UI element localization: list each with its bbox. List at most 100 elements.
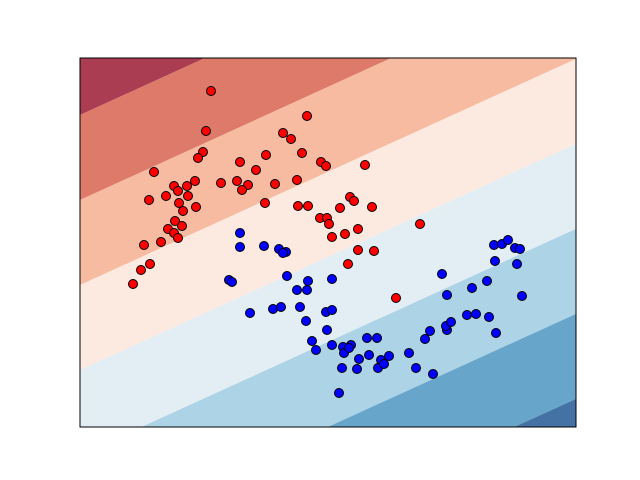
point xyxy=(517,291,527,301)
point xyxy=(292,175,302,185)
point xyxy=(292,285,302,295)
point xyxy=(235,157,245,167)
axes-frame xyxy=(79,57,577,428)
point xyxy=(344,343,354,353)
point xyxy=(270,179,280,189)
point xyxy=(128,279,138,289)
point xyxy=(182,181,192,191)
scatter-points xyxy=(128,86,527,398)
point xyxy=(216,178,226,188)
point xyxy=(278,248,288,258)
point xyxy=(321,161,331,171)
point xyxy=(415,219,425,229)
point xyxy=(302,111,312,121)
point xyxy=(227,277,237,287)
point xyxy=(327,340,337,350)
point xyxy=(293,201,303,211)
point xyxy=(354,354,364,364)
point xyxy=(282,271,292,281)
point xyxy=(340,229,350,239)
point xyxy=(337,363,347,373)
point xyxy=(411,363,421,373)
point xyxy=(235,228,245,238)
point xyxy=(327,274,337,284)
point xyxy=(303,276,313,286)
point xyxy=(251,165,261,175)
point xyxy=(491,328,501,338)
region-band xyxy=(327,313,576,427)
point xyxy=(177,221,187,231)
point xyxy=(278,128,288,138)
point xyxy=(156,237,166,247)
point xyxy=(343,259,353,269)
point xyxy=(462,310,472,320)
point xyxy=(295,302,305,312)
point xyxy=(174,198,184,208)
region-band xyxy=(514,398,576,427)
point xyxy=(149,167,159,177)
point xyxy=(170,216,180,226)
point xyxy=(260,198,270,208)
point xyxy=(206,86,216,96)
point xyxy=(490,256,500,266)
point xyxy=(404,348,414,358)
point xyxy=(391,293,401,303)
point xyxy=(467,283,477,293)
region-band xyxy=(141,228,576,427)
point xyxy=(136,265,146,275)
point xyxy=(334,388,344,398)
point xyxy=(173,233,183,243)
point xyxy=(420,334,430,344)
point xyxy=(327,232,337,242)
point xyxy=(503,235,513,245)
point xyxy=(425,326,435,336)
point xyxy=(442,290,452,300)
point xyxy=(437,269,447,279)
point xyxy=(173,186,183,196)
point xyxy=(139,240,149,250)
point xyxy=(353,224,363,234)
point xyxy=(353,245,363,255)
point xyxy=(190,176,200,186)
point xyxy=(237,185,247,195)
point xyxy=(183,191,193,201)
point xyxy=(379,359,389,369)
point xyxy=(178,206,188,216)
point xyxy=(259,241,269,251)
point xyxy=(191,202,201,212)
point xyxy=(302,285,312,295)
point xyxy=(367,202,377,212)
point xyxy=(515,244,525,254)
point xyxy=(297,148,307,158)
point xyxy=(482,276,492,286)
point xyxy=(352,364,362,374)
point xyxy=(301,316,311,326)
point xyxy=(303,201,313,211)
point xyxy=(484,312,494,322)
point xyxy=(286,134,296,144)
point xyxy=(428,369,438,379)
point xyxy=(307,336,317,346)
region-band xyxy=(80,143,576,427)
point xyxy=(364,350,374,360)
point xyxy=(276,302,286,312)
point xyxy=(327,305,337,315)
point xyxy=(384,351,394,361)
point xyxy=(369,246,379,256)
point xyxy=(161,191,171,201)
point xyxy=(362,333,372,343)
point xyxy=(261,150,271,160)
point xyxy=(335,203,345,213)
point xyxy=(372,333,382,343)
point xyxy=(512,259,522,269)
region-band xyxy=(80,58,576,285)
point xyxy=(322,325,332,335)
point xyxy=(360,160,370,170)
point xyxy=(446,317,456,327)
point xyxy=(324,219,334,229)
point xyxy=(145,259,155,269)
point xyxy=(193,153,203,163)
point xyxy=(144,195,154,205)
point xyxy=(235,242,245,252)
